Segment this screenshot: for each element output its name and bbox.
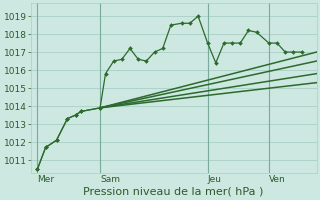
Text: Jeu: Jeu <box>208 175 222 184</box>
Text: Sam: Sam <box>100 175 120 184</box>
Text: Ven: Ven <box>269 175 286 184</box>
X-axis label: Pression niveau de la mer( hPa ): Pression niveau de la mer( hPa ) <box>84 187 264 197</box>
Text: Mer: Mer <box>37 175 55 184</box>
